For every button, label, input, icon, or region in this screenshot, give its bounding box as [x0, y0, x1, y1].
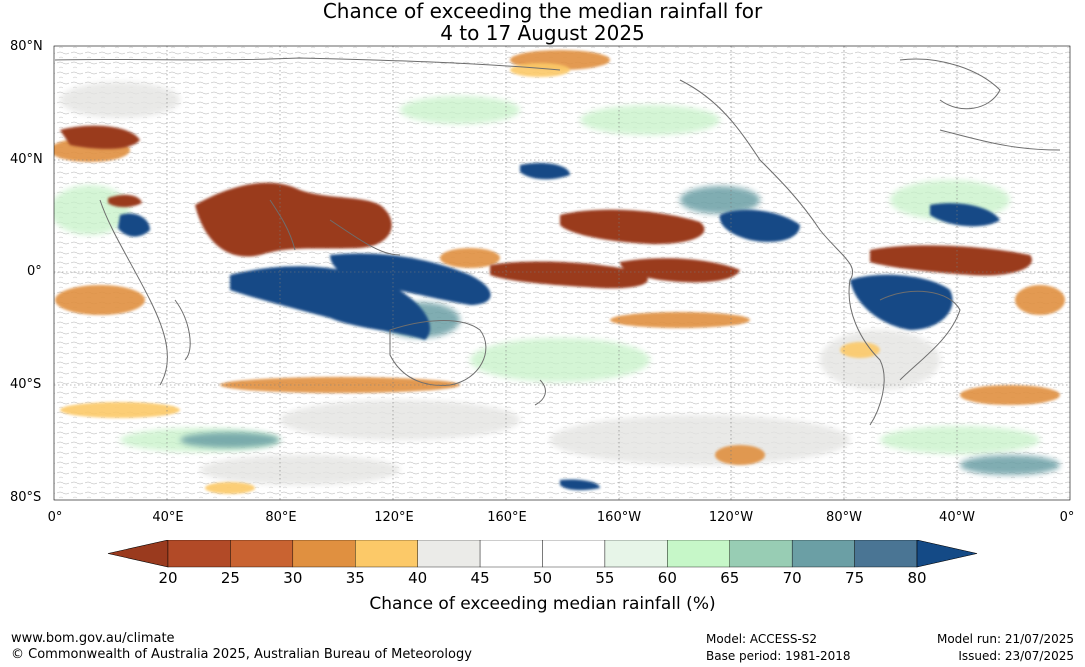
lon-label-80e: 80°E: [265, 510, 297, 525]
map-title-line1: Chance of exceeding the median rainfall …: [322, 0, 763, 23]
map-canvas: [53, 45, 1071, 501]
lon-label-80w: 80°W: [826, 510, 862, 525]
lon-label-120w: 120°W: [708, 510, 754, 525]
colorbar-tick-label: 30: [283, 569, 303, 587]
colorbar-extend-high: [916, 540, 978, 568]
colorbar-segment: [167, 540, 231, 568]
colorbar-title: Chance of exceeding median rainfall (%): [369, 594, 716, 614]
colorbar-tick-label: 35: [345, 569, 365, 587]
footer-url: www.bom.gov.au/climate: [11, 631, 175, 646]
colorbar-segment: [292, 540, 356, 568]
lat-label-80n: 80°N: [10, 39, 43, 54]
footer-model-run: Model run: 21/07/2025: [936, 632, 1074, 646]
lon-label-0-east: 0°: [1059, 510, 1075, 525]
gridlines: [54, 46, 1070, 500]
lon-label-0-west: 0°: [47, 510, 63, 525]
map-frame: [53, 45, 1071, 501]
colorbar-tick-label: 75: [845, 569, 865, 587]
footer-model: Model: ACCESS-S2: [706, 632, 818, 646]
lon-label-120e: 120°E: [374, 510, 414, 525]
footer-copyright: © Commonwealth of Australia 2025, Austra…: [11, 647, 472, 662]
footer-base-period: Base period: 1981-2018: [706, 649, 851, 663]
colorbar-tick-label: 55: [595, 569, 615, 587]
colorbar-tick-label: 50: [532, 569, 553, 587]
colorbar: [107, 540, 978, 568]
lon-label-40w: 40°W: [939, 510, 975, 525]
colorbar-tick-label: 25: [220, 569, 240, 587]
lon-label-160e: 160°E: [487, 510, 527, 525]
lon-label-40e: 40°E: [152, 510, 184, 525]
map-title-line2: 4 to 17 August 2025: [440, 21, 645, 45]
colorbar-tick-label: 80: [907, 569, 927, 587]
footer-issued: Issued: 23/07/2025: [958, 649, 1074, 663]
colorbar-segment: [667, 540, 730, 568]
colorbar-segment: [479, 540, 543, 568]
colorbar-extend-low: [107, 540, 169, 568]
colorbar-tick-label: 60: [657, 569, 677, 587]
colorbar-segment: [417, 540, 481, 568]
colorbar-segment: [854, 540, 918, 568]
colorbar-tick-label: 20: [158, 569, 178, 587]
lat-label-0: 0°: [27, 264, 42, 279]
lat-label-40s: 40°S: [10, 377, 42, 392]
lon-label-160w: 160°W: [596, 510, 642, 525]
colorbar-tick-label: 45: [470, 569, 490, 587]
colorbar-segment: [729, 540, 793, 568]
lat-label-80s: 80°S: [10, 490, 42, 505]
colorbar-segment: [355, 540, 418, 568]
colorbar-segment: [542, 540, 606, 568]
rainfall-map: 80°N 40°N 0° 40°S 80°S 0° 40°E 80°E 120°…: [10, 39, 1075, 525]
colorbar-segment: [791, 540, 855, 568]
colorbar-tick-label: 65: [720, 569, 740, 587]
colorbar-segment: [230, 540, 294, 568]
lat-label-40n: 40°N: [10, 152, 43, 167]
colorbar-segment: [604, 540, 668, 568]
colorbar-tick-label: 40: [408, 569, 428, 587]
colorbar-tick-label: 70: [782, 569, 802, 587]
